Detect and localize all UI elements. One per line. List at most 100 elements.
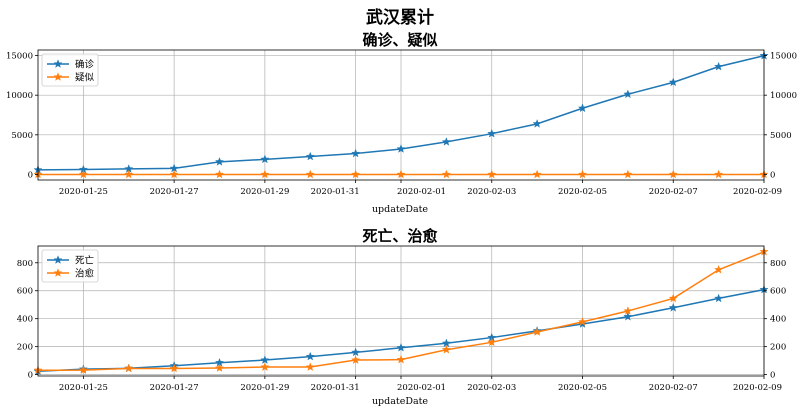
x-tick-label: 2020-02-09	[733, 383, 782, 393]
y-right-tick-label: 200	[770, 343, 786, 353]
data-point-1	[441, 137, 451, 146]
data-point-1	[305, 351, 315, 361]
x-tick-label: 2020-01-31	[311, 383, 360, 393]
y-right-tick-label: 800	[770, 259, 786, 269]
y-tick-label: 800	[17, 259, 33, 269]
x-tick-label: 2020-01-29	[240, 383, 289, 393]
x-tick-label: 2020-02-01	[397, 187, 446, 197]
data-point-2	[214, 363, 225, 372]
data-point-2	[577, 317, 588, 326]
data-point-1	[305, 151, 315, 161]
data-point-2	[351, 355, 361, 364]
panel-confirmed-suspected: 确诊、疑似 updateDate 0 5000 10000 15000 0 5000 100…	[6, 31, 797, 215]
y-right-tick-label: 600	[770, 287, 786, 297]
data-point-1	[487, 128, 497, 138]
data-point-1	[668, 303, 678, 312]
data-point-2	[668, 169, 678, 179]
y-tick-label: 10000	[6, 91, 33, 101]
x-tick-label: 2020-01-31	[311, 187, 360, 197]
data-point-1	[396, 144, 406, 153]
data-point-1	[396, 342, 406, 352]
data-point-1	[714, 61, 724, 71]
data-point-2	[487, 169, 497, 179]
legend-marker	[53, 59, 63, 68]
figure-title: 武汉累计	[366, 7, 434, 28]
data-point-1	[260, 154, 270, 164]
data-point-2	[214, 169, 225, 179]
y-tick-label: 0	[28, 170, 33, 180]
data-point-2	[78, 365, 88, 374]
data-point-2	[532, 169, 542, 179]
data-point-2	[305, 169, 315, 179]
data-point-2	[577, 169, 588, 179]
x-tick-label: 2020-02-07	[649, 383, 698, 393]
legend-label: 死亡	[75, 255, 94, 267]
data-point-2	[714, 264, 724, 274]
data-point-1	[668, 77, 678, 87]
y-tick-label: 600	[17, 287, 33, 297]
y-tick-label: 5000	[11, 131, 33, 141]
data-point-2	[260, 169, 270, 179]
panel-deaths-recovered: 死亡、治愈 updateDate 0 200 400 600 800 0 200 400 600…	[17, 227, 786, 407]
data-point-2	[260, 362, 270, 371]
y-right-tick-label: 15000	[770, 52, 797, 62]
data-point-2	[714, 169, 724, 179]
data-point-2	[532, 327, 542, 336]
data-point-1	[532, 119, 542, 128]
data-point-2	[441, 344, 451, 354]
legend-marker	[53, 268, 63, 277]
x-tick-label: 2020-02-03	[467, 383, 516, 393]
y-tick-label: 400	[17, 315, 33, 325]
data-point-2	[169, 169, 179, 179]
data-point-2	[124, 169, 134, 179]
data-point-2	[396, 169, 406, 179]
data-point-2	[487, 337, 497, 347]
x-tick-label: 2020-02-07	[649, 187, 698, 197]
y-right-tick-label: 0	[770, 371, 775, 381]
data-point-1	[577, 103, 588, 113]
data-point-2	[169, 363, 179, 373]
y-right-tick-label: 10000	[770, 91, 797, 101]
y-tick-label: 15000	[6, 52, 33, 62]
y-tick-label: 0	[28, 371, 33, 381]
panel-title: 确诊、疑似	[362, 31, 437, 49]
data-point-1	[260, 355, 270, 364]
legend-label: 治愈	[75, 268, 95, 280]
x-tick-label: 2020-01-29	[240, 187, 289, 197]
data-point-2	[351, 169, 361, 179]
x-tick-label: 2020-01-27	[150, 383, 199, 393]
legend-label: 疑似	[75, 73, 95, 84]
data-point-1	[714, 293, 724, 303]
data-point-1	[351, 148, 361, 158]
data-point-2	[396, 354, 406, 364]
y-right-tick-label: 0	[770, 170, 775, 180]
data-point-1	[623, 311, 633, 321]
x-tick-label: 2020-02-05	[558, 187, 607, 197]
data-point-2	[78, 169, 88, 179]
data-point-1	[351, 347, 361, 357]
x-tick-label: 2020-01-25	[59, 187, 108, 197]
data-point-2	[441, 169, 451, 179]
legend-marker	[53, 255, 63, 264]
x-tick-label: 2020-02-09	[733, 187, 782, 197]
legend-marker	[53, 72, 63, 81]
x-axis-label: updateDate	[372, 204, 428, 215]
data-point-1	[623, 89, 633, 99]
y-tick-label: 200	[17, 343, 33, 353]
y-right-tick-label: 5000	[770, 131, 792, 141]
x-tick-label: 2020-01-27	[150, 187, 199, 197]
x-tick-label: 2020-02-01	[397, 383, 446, 393]
legend-label: 确诊	[75, 59, 95, 71]
data-point-2	[668, 293, 678, 303]
data-point-2	[305, 362, 315, 371]
panel-title: 死亡、治愈	[362, 227, 438, 245]
data-point-2	[124, 363, 134, 373]
x-tick-label: 2020-01-25	[59, 383, 108, 393]
data-point-2	[623, 169, 633, 179]
data-point-1	[214, 157, 225, 166]
data-point-2	[623, 306, 633, 315]
x-tick-label: 2020-02-03	[467, 187, 516, 197]
x-axis-label: updateDate	[372, 396, 428, 407]
x-tick-label: 2020-02-05	[558, 383, 607, 393]
